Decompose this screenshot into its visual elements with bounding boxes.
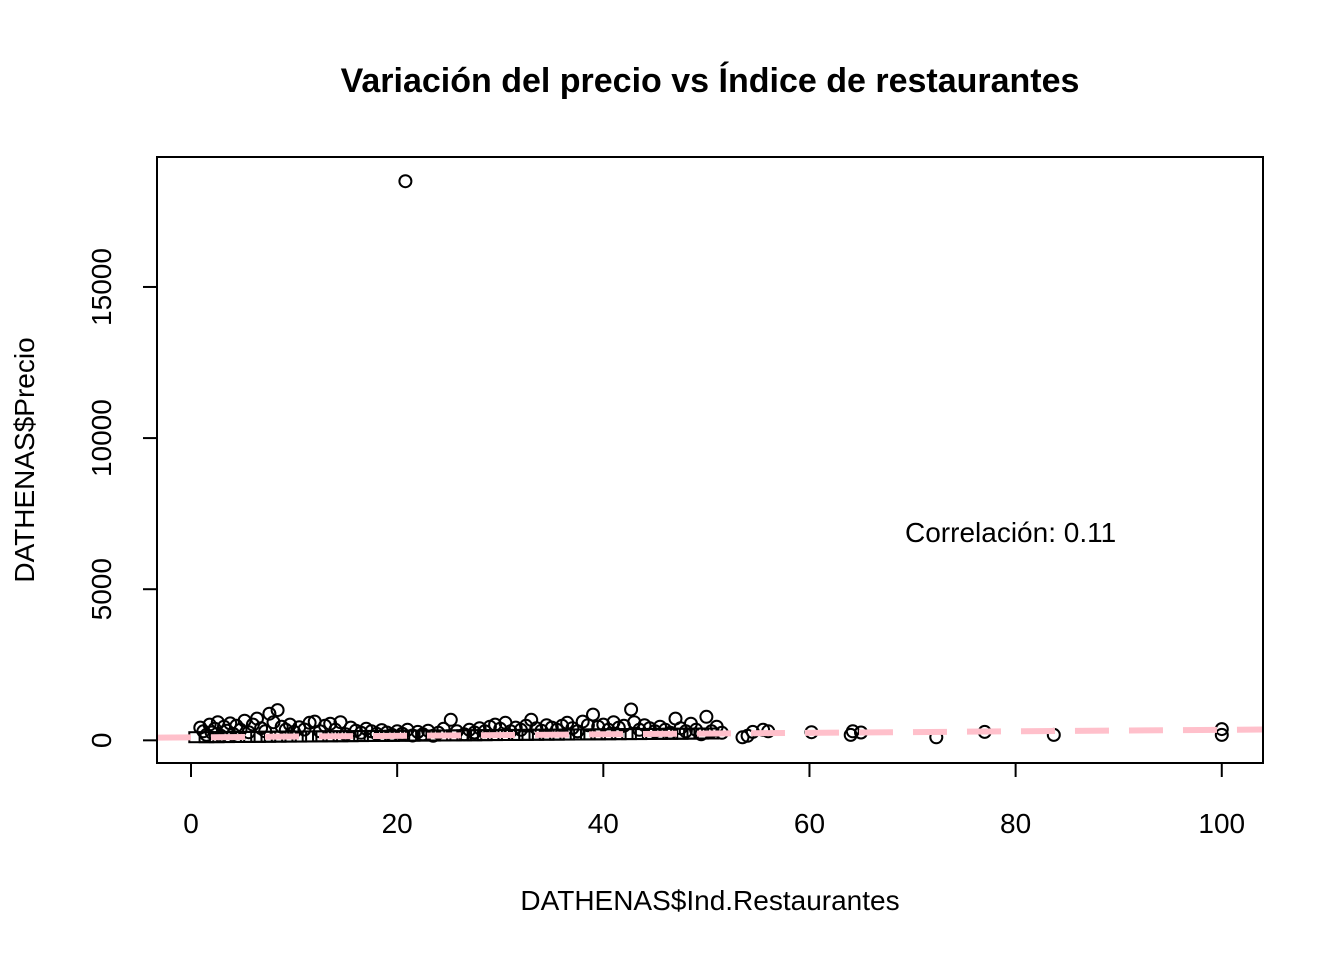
x-tick-label: 40 (588, 808, 619, 839)
x-tick-label: 60 (794, 808, 825, 839)
data-point (262, 706, 277, 721)
y-tick-label: 15000 (86, 248, 117, 326)
y-axis: 0 5000 10000 15000 (86, 248, 158, 749)
data-point (624, 702, 639, 717)
correlation-annotation: Correlación: 0.11 (905, 517, 1116, 548)
data-point (443, 712, 458, 727)
data-point (270, 703, 285, 718)
plot-frame (156, 156, 1264, 764)
data-point (699, 709, 714, 724)
chart-title: Variación del precio vs Índice de restau… (341, 62, 1080, 100)
regression-line (156, 726, 1264, 741)
data-point (266, 715, 281, 730)
data-point (398, 174, 413, 189)
x-tick-label: 80 (1000, 808, 1031, 839)
x-axis: 0 20 40 60 80 100 (183, 762, 1245, 839)
data-point (1214, 727, 1229, 742)
x-axis-title: DATHENAS$Ind.Restaurantes (520, 885, 899, 916)
data-point (302, 715, 317, 730)
data-point (586, 707, 600, 722)
y-tick-label: 10000 (86, 399, 117, 477)
points-layer (188, 174, 1229, 745)
x-tick-label: 20 (382, 808, 413, 839)
y-tick-label: 0 (86, 733, 117, 749)
x-tick-label: 100 (1198, 808, 1245, 839)
data-point (845, 724, 860, 739)
x-tick-label: 0 (183, 808, 199, 839)
y-axis-title: DATHENAS$Precio (9, 337, 40, 582)
y-tick-label: 5000 (86, 558, 117, 620)
